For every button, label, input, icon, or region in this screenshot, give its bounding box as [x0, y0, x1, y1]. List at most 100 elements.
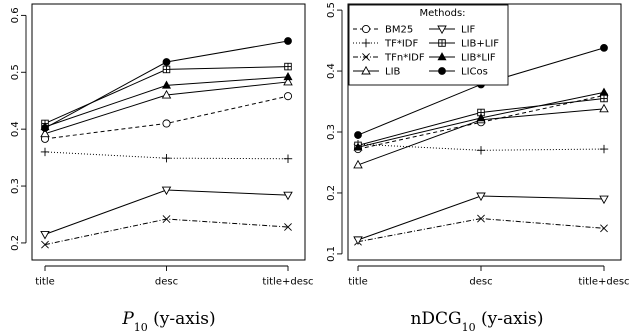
panel-2-series-tfnxidf — [354, 214, 608, 246]
legend-entry-libplif-swatch-marker — [438, 39, 446, 47]
legend-entry-lif-swatch-marker — [437, 25, 447, 35]
panel-1-series-licos — [41, 37, 292, 132]
panel-2-series-tfxidf-point — [599, 144, 609, 154]
panel-1-series-lib-point — [283, 76, 293, 86]
panel-1-series-licos-point — [41, 124, 49, 132]
panel-1: 0.2 0.3 0.4 0.5 0.6 title desc title+desc P10 (y… — [10, 3, 314, 333]
panel-1-series-bm25-point — [162, 119, 171, 128]
legend-entry-bm25-label: BM25 — [385, 25, 413, 36]
panel-2-series-licos-point — [354, 131, 362, 139]
panel-1-y-axis: 0.2 0.3 0.4 0.5 0.6 — [10, 7, 27, 251]
legend-entry-libplif: LIB+LIF — [429, 39, 499, 50]
panel-1-series-bm25-line — [44, 95, 289, 140]
panel-1-y-tick-label: 0.6 — [10, 7, 21, 23]
panel-1-series-tfxidf-point — [40, 147, 50, 157]
panel-2-series-tfxidf-point — [476, 146, 486, 155]
panel-1-series-tfnxidf-point-d2 — [41, 240, 49, 249]
panel-1-series-lib-point — [40, 128, 50, 138]
panel-1-x-tick-label: title — [35, 276, 55, 287]
legend-entry-lib: LIB — [353, 65, 401, 78]
panel-2: 0.1 0.2 0.3 0.4 0.5 title desc title+desc nDCG10… — [326, 2, 629, 333]
panel-1-plot-frame — [31, 3, 306, 261]
panel-2-x-axis: title desc title+desc — [348, 265, 629, 287]
panel-2-y-axis: 0.1 0.2 0.3 0.4 0.5 — [326, 2, 343, 262]
panel-2-series-libxlif-point — [353, 142, 363, 151]
panel-1-series-lib — [40, 76, 293, 138]
panel-1-series-libplif-point — [162, 65, 171, 74]
panel-1-series-tfnxidf-point — [284, 223, 292, 231]
panel-1-series-tfxidf-point — [162, 153, 171, 163]
panel-1-series-tfnxidf-point-d2 — [284, 223, 292, 231]
legend-entry-tfnxidf-swatch-marker-d2 — [362, 53, 370, 61]
panel-2-x-tick-label: title — [348, 276, 368, 287]
panel-1-series-lif-point — [40, 230, 50, 240]
panel-2-series-licos-point — [600, 43, 608, 52]
panel-2-series-libxlif-point — [599, 87, 609, 96]
legend-entry-tfnxidf: TFn*IDF — [353, 53, 425, 64]
panel-2-series-lib-point — [599, 103, 609, 113]
panel-1-series-tfnxidf-line — [44, 218, 289, 246]
panel-2-series-lib-point — [353, 159, 363, 169]
legend-entry-tfxidf: TF*IDF — [353, 39, 419, 50]
panel-1-series-licos-point — [284, 37, 292, 45]
legend-entry-licos-label: LICos — [461, 67, 488, 78]
panel-1-y-tick-label: 0.5 — [10, 64, 21, 80]
panel-1-series-lib-point — [161, 89, 172, 99]
panel-1-series — [40, 37, 293, 249]
legend-entry-licos: LICos — [429, 67, 488, 78]
legend-entry-tfnxidf-label: TFn*IDF — [384, 53, 425, 64]
panel-1-x-title: P10 (y-axis) — [121, 309, 215, 333]
panel-2-y-tick-label: 0.1 — [326, 246, 337, 262]
panel-2-series-tfnxidf-point — [600, 224, 608, 233]
legend-box — [348, 4, 509, 86]
panel-1-series-libxlif-point — [283, 72, 293, 81]
panel-2-y-tick-label: 0.3 — [326, 124, 337, 140]
panel-2-plot-frame — [347, 3, 622, 261]
panel-2-x-tick-label: title+desc — [578, 276, 629, 287]
panel-1-series-lif-point — [161, 186, 172, 196]
panel-2-series-tfnxidf-line — [357, 218, 605, 243]
legend-entry-tfxidf-swatch-marker — [361, 38, 371, 48]
panel-1-series-lif-line — [44, 189, 289, 235]
legend-entry-lib-swatch-marker — [361, 65, 371, 75]
panel-2-series-tfnxidf-point-d2 — [600, 224, 608, 233]
panel-2-series-lif-point — [353, 236, 363, 246]
panel-1-y-tick-label: 0.3 — [10, 178, 21, 194]
legend-entry-lib-label: LIB — [385, 67, 401, 78]
legend-entry-libxlif-swatch-marker — [437, 52, 447, 61]
panel-2-series-lif — [353, 192, 609, 246]
panel-1-x-tick-label: title+desc — [262, 276, 313, 287]
panel-2-series-lif-point — [476, 192, 486, 202]
panel-1-x-tick-label: desc — [155, 276, 178, 287]
panel-1-series-bm25-point — [283, 92, 293, 101]
panel-1-series-licos-point — [162, 58, 171, 66]
panel-1-series-tfxidf — [40, 147, 293, 163]
panel-2-y-tick-label: 0.4 — [326, 63, 337, 79]
panel-1-series-tfnxidf-point — [41, 240, 49, 249]
panel-2-series-lif-point — [599, 195, 609, 205]
panel-2-series-tfnxidf-point — [477, 214, 485, 223]
panel-2-x-title: nDCG10 (y-axis) — [410, 309, 543, 333]
legend-entry-lif: LIF — [429, 25, 476, 36]
panel-2-x-tick-label: desc — [469, 276, 492, 287]
panel-1-series-libxlif-point — [161, 80, 172, 89]
panel-1-series-tfxidf-point — [283, 154, 293, 163]
panel-1-series-lif — [40, 186, 293, 240]
panel-1-series-bm25 — [40, 92, 293, 143]
panel-2-series-libxlif-point — [476, 113, 486, 122]
legend-entry-bm25-swatch-marker — [361, 24, 371, 34]
legend-entry-libxlif-label: LIB*LIF — [461, 53, 496, 64]
panel-2-series-libxlif — [353, 87, 609, 151]
legend-entry-bm25: BM25 — [353, 25, 413, 36]
panel-1-y-tick-label: 0.2 — [10, 235, 21, 251]
panel-2-series-libplif-point — [600, 94, 608, 103]
panel-1-series-tfnxidf-point — [162, 215, 171, 223]
panel-2-y-tick-label: 0.2 — [326, 185, 337, 201]
panel-1-y-tick-label: 0.4 — [10, 121, 21, 137]
panel-2-series — [353, 43, 609, 246]
panel-1-series-tfnxidf-point-d2 — [162, 215, 171, 223]
panel-1-series-lif-point — [283, 191, 293, 201]
panel-2-series-tfnxidf-point-d2 — [477, 214, 485, 223]
legend-title: Methods: — [419, 8, 465, 19]
